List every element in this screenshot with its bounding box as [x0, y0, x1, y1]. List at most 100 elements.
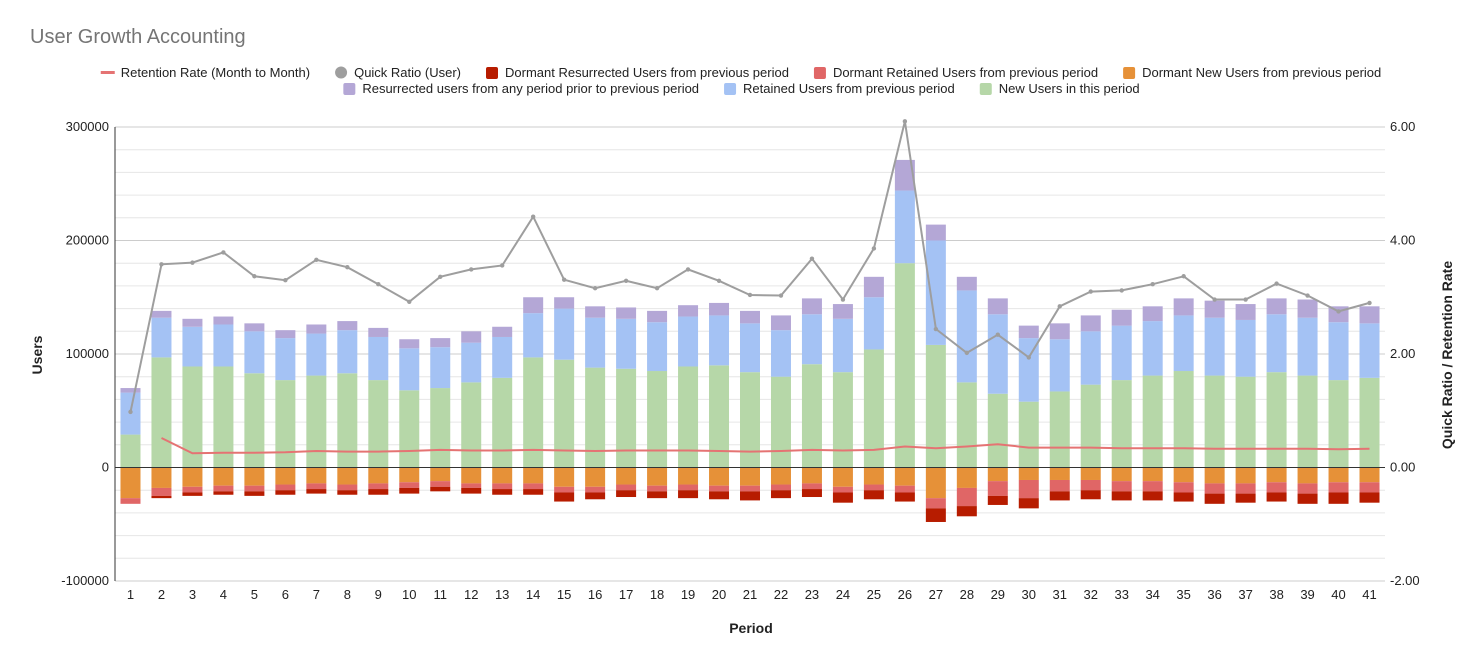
bar-resurrected-users-from-any-period-prior-to-previous-period — [1235, 304, 1256, 320]
bar-dormant-new-users-from-previous-period — [182, 467, 203, 487]
bar-retained-users-from-previous-period — [1266, 314, 1287, 373]
bar-new-users-in-this-period — [151, 357, 172, 468]
bar-dormant-resurrected-users-from-previous-period — [430, 486, 451, 492]
bar-new-users-in-this-period — [1173, 371, 1194, 468]
x-tick-label: 4 — [220, 587, 227, 602]
quick-ratio-point — [252, 274, 257, 279]
quick-ratio-point — [685, 267, 691, 272]
bar-dormant-new-users-from-previous-period — [1173, 467, 1194, 483]
bar-dormant-resurrected-users-from-previous-period — [275, 490, 296, 495]
legend-label: Dormant Resurrected Users from previous … — [505, 65, 789, 80]
bar-resurrected-users-from-any-period-prior-to-previous-period — [213, 316, 234, 325]
bar-new-users-in-this-period — [1111, 380, 1132, 468]
bar-dormant-retained-users-from-previous-period — [213, 485, 234, 492]
quick-ratio-point — [1150, 281, 1155, 287]
quick-ratio-point — [128, 409, 133, 415]
y-axis-title: Users — [29, 335, 45, 374]
bar-new-users-in-this-period — [1235, 376, 1256, 468]
x-tick-label: 18 — [650, 587, 664, 602]
y-tick-label: 100000 — [66, 346, 109, 361]
bar-resurrected-users-from-any-period-prior-to-previous-period — [244, 323, 265, 332]
bar-new-users-in-this-period — [1049, 391, 1070, 468]
x-tick-label: 27 — [929, 587, 943, 602]
bar-retained-users-from-previous-period — [987, 314, 1008, 394]
x-tick-label: 21 — [743, 587, 757, 602]
bar-new-users-in-this-period — [1266, 372, 1287, 468]
bar-dormant-new-users-from-previous-period — [120, 467, 141, 499]
bar-new-users-in-this-period — [1142, 375, 1163, 468]
bar-dormant-new-users-from-previous-period — [337, 467, 358, 485]
bar-new-users-in-this-period — [337, 373, 358, 468]
legend-square-swatch — [724, 83, 737, 95]
bar-dormant-resurrected-users-from-previous-period — [709, 491, 730, 500]
bar-retained-users-from-previous-period — [182, 326, 203, 367]
bar-dormant-resurrected-users-from-previous-period — [213, 491, 234, 495]
bar-dormant-new-users-from-previous-period — [213, 467, 234, 486]
bar-dormant-retained-users-from-previous-period — [523, 483, 544, 490]
legend-item-dormant-resurrected-users-from-previous-period: Dormant Resurrected Users from previous … — [486, 65, 789, 80]
x-tick-label: 14 — [526, 587, 540, 602]
bar-new-users-in-this-period — [709, 365, 730, 468]
y-tick-label: 0 — [102, 460, 109, 475]
bar-resurrected-users-from-any-period-prior-to-previous-period — [182, 318, 203, 327]
bar-new-users-in-this-period — [461, 382, 482, 468]
bar-new-users-in-this-period — [275, 380, 296, 468]
legend-label: New Users in this period — [999, 81, 1140, 96]
bar-resurrected-users-from-any-period-prior-to-previous-period — [275, 330, 296, 339]
legend-item-retained-users-from-previous-period: Retained Users from previous period — [724, 81, 955, 96]
bar-resurrected-users-from-any-period-prior-to-previous-period — [337, 321, 358, 331]
bar-resurrected-users-from-any-period-prior-to-previous-period — [368, 327, 389, 337]
quick-ratio-point — [1367, 300, 1372, 306]
quick-ratio-point — [592, 285, 598, 291]
bar-dormant-resurrected-users-from-previous-period — [1359, 492, 1380, 503]
bar-dormant-new-users-from-previous-period — [368, 467, 389, 484]
bar-dormant-new-users-from-previous-period — [1359, 467, 1380, 483]
y2-tick-label: 2.00 — [1390, 346, 1415, 361]
bar-new-users-in-this-period — [863, 349, 884, 468]
bar-dormant-new-users-from-previous-period — [1297, 467, 1318, 484]
bar-resurrected-users-from-any-period-prior-to-previous-period — [770, 315, 791, 331]
x-tick-label: 3 — [189, 587, 196, 602]
legend-square-swatch — [979, 83, 992, 95]
legend-label: Dormant New Users from previous period — [1142, 65, 1381, 80]
bar-dormant-retained-users-from-previous-period — [801, 483, 822, 490]
bar-dormant-new-users-from-previous-period — [1142, 467, 1163, 482]
bar-dormant-retained-users-from-previous-period — [1235, 483, 1256, 494]
bar-dormant-new-users-from-previous-period — [1328, 467, 1349, 483]
bar-dormant-retained-users-from-previous-period — [647, 485, 668, 492]
bar-new-users-in-this-period — [832, 372, 853, 468]
quick-ratio-point — [407, 299, 412, 304]
bar-new-users-in-this-period — [925, 344, 946, 468]
bar-dormant-retained-users-from-previous-period — [182, 486, 203, 493]
bar-new-users-in-this-period — [585, 367, 606, 468]
bar-resurrected-users-from-any-period-prior-to-previous-period — [492, 326, 513, 337]
bar-retained-users-from-previous-period — [461, 342, 482, 383]
bar-dormant-new-users-from-previous-period — [740, 467, 760, 486]
x-tick-label: 1 — [127, 587, 134, 602]
bar-dormant-new-users-from-previous-period — [1080, 467, 1101, 480]
bar-dormant-new-users-from-previous-period — [523, 467, 544, 484]
bar-dormant-new-users-from-previous-period — [956, 467, 977, 488]
bar-dormant-retained-users-from-previous-period — [925, 498, 946, 509]
bar-resurrected-users-from-any-period-prior-to-previous-period — [120, 388, 141, 393]
x-tick-label: 25 — [867, 587, 881, 602]
bar-dormant-retained-users-from-previous-period — [894, 485, 915, 493]
quick-ratio-point — [809, 256, 815, 261]
bar-dormant-new-users-from-previous-period — [399, 467, 420, 483]
bar-dormant-retained-users-from-previous-period — [709, 485, 730, 492]
bar-dormant-retained-users-from-previous-period — [616, 484, 637, 491]
bar-resurrected-users-from-any-period-prior-to-previous-period — [956, 276, 977, 291]
bar-resurrected-users-from-any-period-prior-to-previous-period — [1111, 309, 1132, 326]
x-tick-label: 41 — [1362, 587, 1376, 602]
bar-resurrected-users-from-any-period-prior-to-previous-period — [1359, 306, 1380, 324]
bar-new-users-in-this-period — [1080, 384, 1101, 468]
bar-dormant-resurrected-users-from-previous-period — [987, 495, 1008, 505]
legend-label: Retention Rate (Month to Month) — [121, 65, 310, 80]
bar-dormant-new-users-from-previous-period — [894, 467, 915, 486]
bar-dormant-new-users-from-previous-period — [1111, 467, 1132, 482]
bar-resurrected-users-from-any-period-prior-to-previous-period — [647, 310, 668, 323]
x-tick-label: 28 — [960, 587, 974, 602]
bar-dormant-resurrected-users-from-previous-period — [244, 491, 265, 496]
bar-new-users-in-this-period — [368, 380, 389, 468]
bar-dormant-retained-users-from-previous-period — [1142, 481, 1163, 492]
